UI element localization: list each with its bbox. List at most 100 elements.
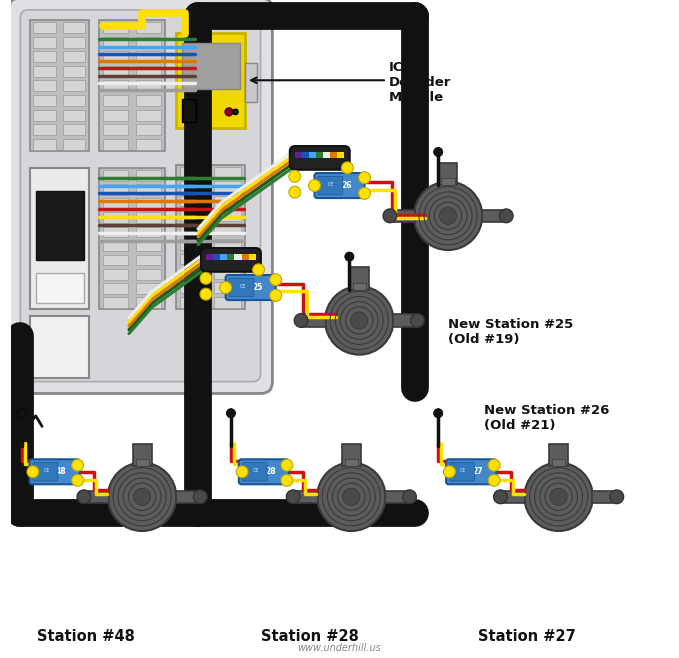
Bar [323, 152, 331, 158]
Circle shape [414, 182, 482, 250]
FancyBboxPatch shape [290, 146, 350, 170]
Bar [63, 95, 86, 106]
Circle shape [220, 282, 232, 293]
Bar [136, 213, 160, 223]
Bar [103, 22, 128, 33]
Circle shape [434, 147, 443, 157]
Bar [103, 226, 128, 237]
Bar [33, 139, 56, 150]
Bar [103, 139, 128, 150]
Bar [136, 269, 160, 280]
Circle shape [134, 488, 151, 505]
Bar [35, 191, 84, 260]
FancyBboxPatch shape [318, 176, 343, 195]
Bar [309, 152, 316, 158]
Circle shape [270, 274, 282, 286]
Bar [293, 491, 318, 503]
Bar [103, 66, 128, 77]
Bar [221, 254, 227, 260]
Bar [302, 152, 309, 158]
Bar [103, 80, 128, 91]
Bar [63, 37, 86, 47]
Circle shape [194, 490, 207, 503]
Bar [245, 63, 257, 102]
Circle shape [72, 474, 84, 486]
Bar [180, 181, 206, 192]
Circle shape [411, 314, 424, 327]
Bar [103, 51, 128, 62]
Bar [215, 282, 240, 293]
Bar [103, 124, 128, 136]
FancyBboxPatch shape [225, 275, 276, 300]
Bar [103, 95, 128, 106]
Circle shape [383, 209, 397, 222]
Bar [177, 164, 245, 309]
Bar [63, 51, 86, 62]
Bar [177, 33, 245, 128]
Bar [249, 254, 255, 260]
Text: CE: CE [43, 468, 50, 473]
Circle shape [343, 488, 360, 505]
Bar [103, 37, 128, 47]
Bar [181, 43, 240, 89]
Bar [390, 210, 415, 222]
Bar [33, 110, 56, 120]
Bar [103, 241, 128, 251]
Bar [392, 315, 418, 326]
Bar [136, 184, 160, 195]
Bar [132, 443, 151, 466]
Circle shape [289, 170, 301, 182]
Circle shape [317, 463, 386, 531]
Bar [63, 139, 86, 150]
Circle shape [359, 172, 371, 184]
Text: CE: CE [253, 468, 259, 473]
Bar [31, 168, 90, 309]
Bar [136, 241, 160, 251]
Circle shape [342, 162, 353, 174]
Text: New Station #26
(Old #21): New Station #26 (Old #21) [484, 404, 610, 432]
Bar [63, 124, 86, 136]
Text: 25: 25 [252, 283, 263, 292]
Bar [441, 178, 455, 185]
Bar [33, 124, 56, 136]
Bar [592, 491, 617, 503]
Bar [136, 80, 160, 91]
Bar [342, 443, 361, 466]
Bar [242, 254, 249, 260]
Circle shape [233, 109, 238, 114]
Text: New Station #25
(Old #19): New Station #25 (Old #19) [448, 318, 573, 346]
Bar [337, 152, 344, 158]
Bar [63, 80, 86, 91]
Circle shape [27, 466, 39, 478]
Bar [84, 491, 109, 503]
Text: Station #28: Station #28 [261, 630, 359, 644]
Bar [103, 269, 128, 280]
Circle shape [281, 459, 293, 471]
Bar [181, 99, 196, 122]
Circle shape [72, 459, 84, 471]
Bar [215, 224, 240, 236]
Text: ICC
Decoder
Module: ICC Decoder Module [389, 61, 452, 104]
Circle shape [77, 490, 91, 503]
Bar [33, 22, 56, 33]
Circle shape [225, 108, 233, 116]
Bar [136, 255, 160, 265]
Bar [99, 168, 165, 309]
Bar [180, 253, 206, 265]
Bar [136, 51, 160, 62]
Circle shape [281, 474, 293, 486]
Bar [136, 283, 160, 293]
Bar [227, 254, 234, 260]
Bar [63, 66, 86, 77]
Bar [136, 459, 149, 466]
Bar [103, 170, 128, 180]
Bar [63, 22, 86, 33]
Circle shape [439, 207, 456, 224]
Bar [33, 80, 56, 91]
Bar [103, 283, 128, 293]
Bar [31, 316, 90, 378]
Text: Station #27: Station #27 [478, 630, 576, 644]
Bar [215, 181, 240, 192]
Circle shape [524, 463, 593, 531]
Circle shape [325, 286, 393, 355]
